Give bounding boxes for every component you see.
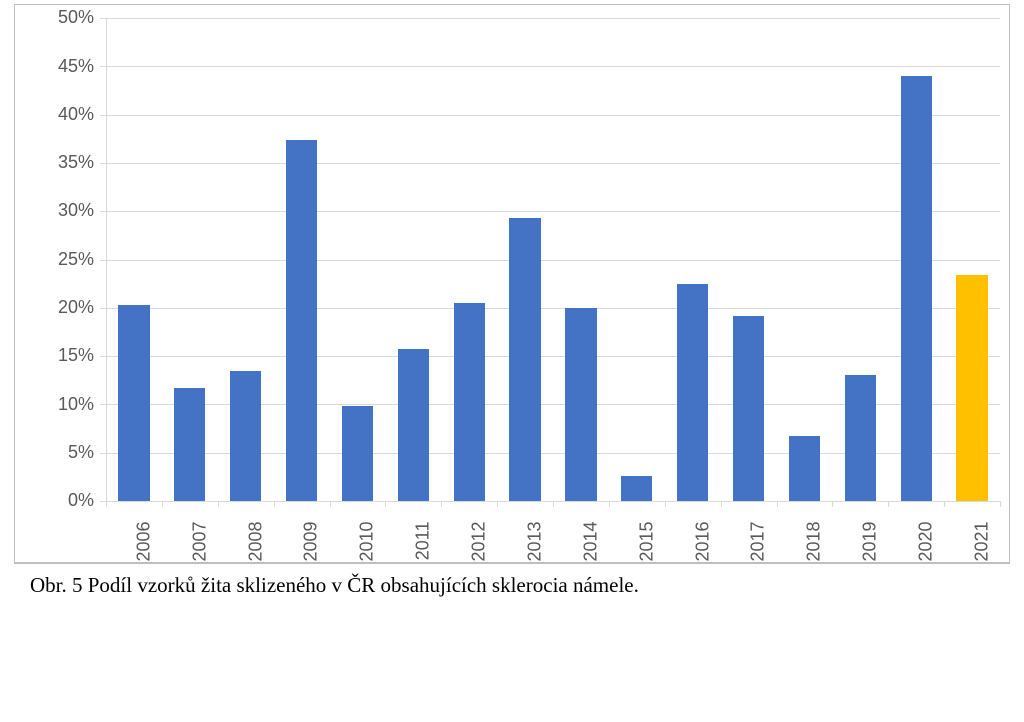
bar: [845, 375, 876, 501]
bar: [230, 371, 261, 501]
figure-caption: Obr. 5 Podíl vzorků žita sklizeného v ČR…: [30, 573, 639, 598]
gridline: [106, 163, 1000, 164]
y-tick-label: 0%: [0, 490, 94, 511]
bar: [789, 436, 820, 501]
gridline: [106, 260, 1000, 261]
x-tick-mark: [777, 501, 778, 507]
y-tick-label: 20%: [0, 297, 94, 318]
x-tick-label: 2009: [301, 522, 322, 722]
y-tick-label: 40%: [0, 104, 94, 125]
x-tick-mark: [106, 501, 107, 507]
bar: [509, 218, 540, 501]
y-tick-label: 5%: [0, 442, 94, 463]
gridline: [106, 18, 1000, 19]
x-tick-mark: [1000, 501, 1001, 507]
bar: [565, 308, 596, 501]
bar: [956, 275, 987, 501]
gridline: [106, 308, 1000, 309]
x-tick-label: 2016: [692, 522, 713, 722]
x-tick-label: 2017: [748, 522, 769, 722]
y-tick-label: 30%: [0, 200, 94, 221]
x-tick-label: 2018: [804, 522, 825, 722]
x-tick-mark: [665, 501, 666, 507]
x-tick-mark: [441, 501, 442, 507]
x-tick-mark: [162, 501, 163, 507]
gridline: [106, 356, 1000, 357]
y-tick-label: 45%: [0, 56, 94, 77]
y-tick-label: 15%: [0, 345, 94, 366]
x-tick-mark: [330, 501, 331, 507]
x-tick-label: 2011: [413, 522, 434, 722]
x-tick-mark: [888, 501, 889, 507]
x-tick-label: 2006: [133, 522, 154, 722]
x-tick-mark: [721, 501, 722, 507]
x-tick-label: 2013: [524, 522, 545, 722]
y-tick-label: 50%: [0, 7, 94, 28]
gridline: [106, 66, 1000, 67]
x-tick-mark: [832, 501, 833, 507]
x-tick-mark: [497, 501, 498, 507]
x-tick-mark: [385, 501, 386, 507]
bar: [621, 476, 652, 501]
bar: [677, 284, 708, 501]
bar: [174, 388, 205, 501]
bar: [398, 349, 429, 501]
x-tick-label: 2012: [469, 522, 490, 722]
gridline: [106, 211, 1000, 212]
x-tick-label: 2015: [636, 522, 657, 722]
bar: [454, 303, 485, 501]
caption-separator-line: [14, 563, 1010, 564]
bar: [286, 140, 317, 501]
x-tick-mark: [274, 501, 275, 507]
bar: [118, 305, 149, 501]
bar: [342, 406, 373, 501]
bar: [901, 76, 932, 501]
x-tick-label: 2019: [860, 522, 881, 722]
x-tick-mark: [609, 501, 610, 507]
y-tick-label: 25%: [0, 249, 94, 270]
x-tick-label: 2008: [245, 522, 266, 722]
x-tick-label: 2020: [916, 522, 937, 722]
y-tick-label: 10%: [0, 394, 94, 415]
plot-area: [106, 18, 1000, 501]
x-tick-label: 2014: [580, 522, 601, 722]
x-tick-label: 2007: [189, 522, 210, 722]
x-tick-mark: [944, 501, 945, 507]
x-tick-mark: [218, 501, 219, 507]
page-root: 0%5%10%15%20%25%30%35%40%45%50% 20062007…: [0, 0, 1024, 631]
figure-caption-text: Obr. 5 Podíl vzorků žita sklizeného v ČR…: [30, 573, 639, 597]
y-tick-label: 35%: [0, 152, 94, 173]
x-tick-mark: [553, 501, 554, 507]
x-tick-label: 2021: [971, 522, 992, 722]
x-tick-label: 2010: [357, 522, 378, 722]
bar: [733, 316, 764, 501]
y-axis-line: [106, 18, 107, 501]
gridline: [106, 115, 1000, 116]
